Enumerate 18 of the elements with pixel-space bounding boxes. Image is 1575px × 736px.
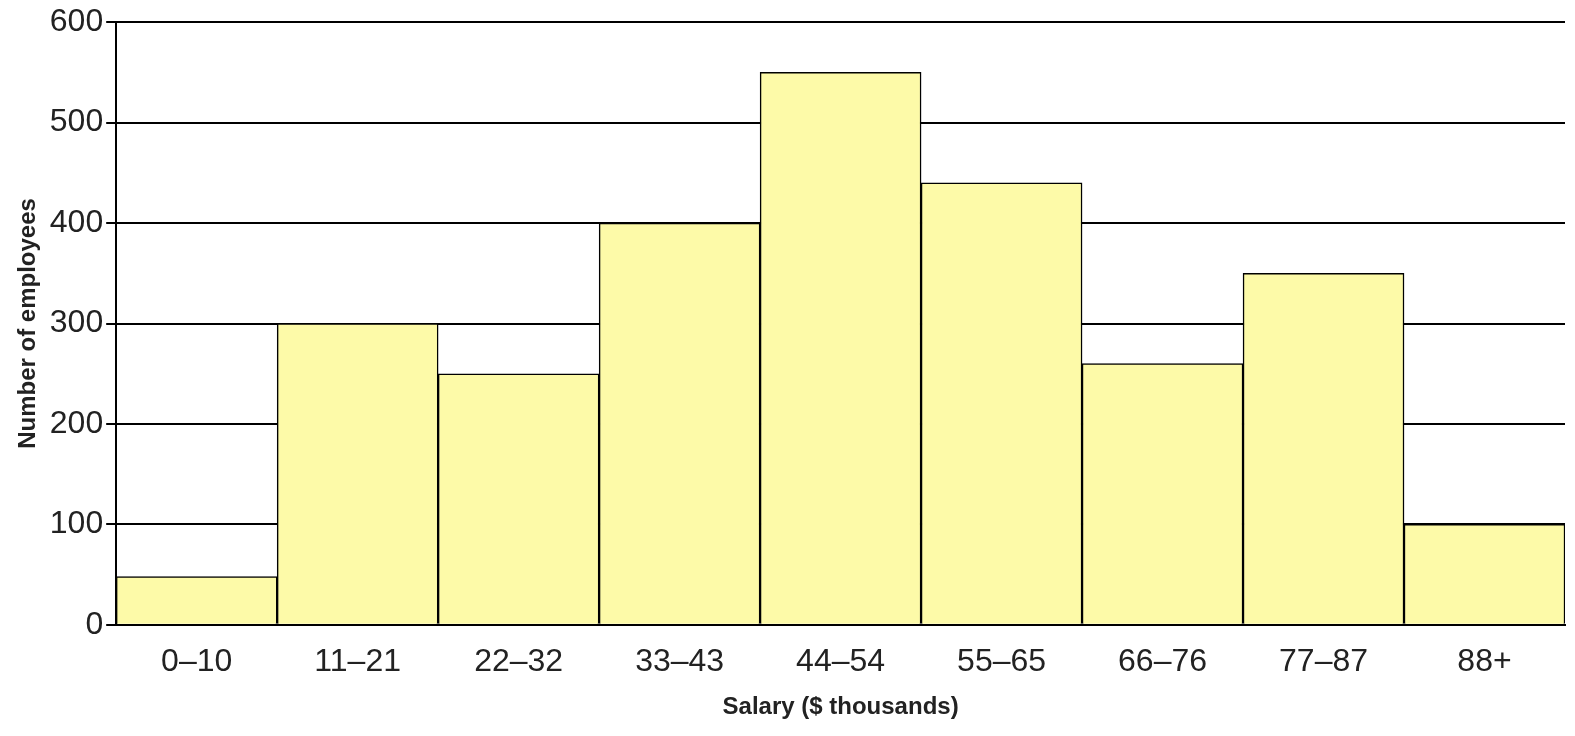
y-tick-label: 400 [49,202,104,239]
x-tick-label: 22–32 [474,641,564,678]
y-tick-label: 0 [85,604,104,641]
y-tick-label: 100 [49,504,104,541]
x-axis-title: Salary ($ thousands) [722,692,959,720]
x-tick-label: 88+ [1457,641,1512,678]
y-axis-title: Number of employees [13,198,41,449]
x-tick-label: 55–65 [957,641,1047,678]
y-tick-label: 200 [49,403,104,440]
y-tick-label: 300 [49,303,104,340]
y-tick-label: 600 [49,2,104,39]
x-tick-label: 77–87 [1279,641,1369,678]
x-tick-label: 44–54 [796,641,886,678]
x-tick-label: 33–43 [635,641,725,678]
y-tick-label: 500 [49,102,104,139]
x-tick-label: 66–76 [1118,641,1208,678]
x-tick-label: 11–21 [314,641,401,678]
x-tick-label: 0–10 [161,641,233,678]
